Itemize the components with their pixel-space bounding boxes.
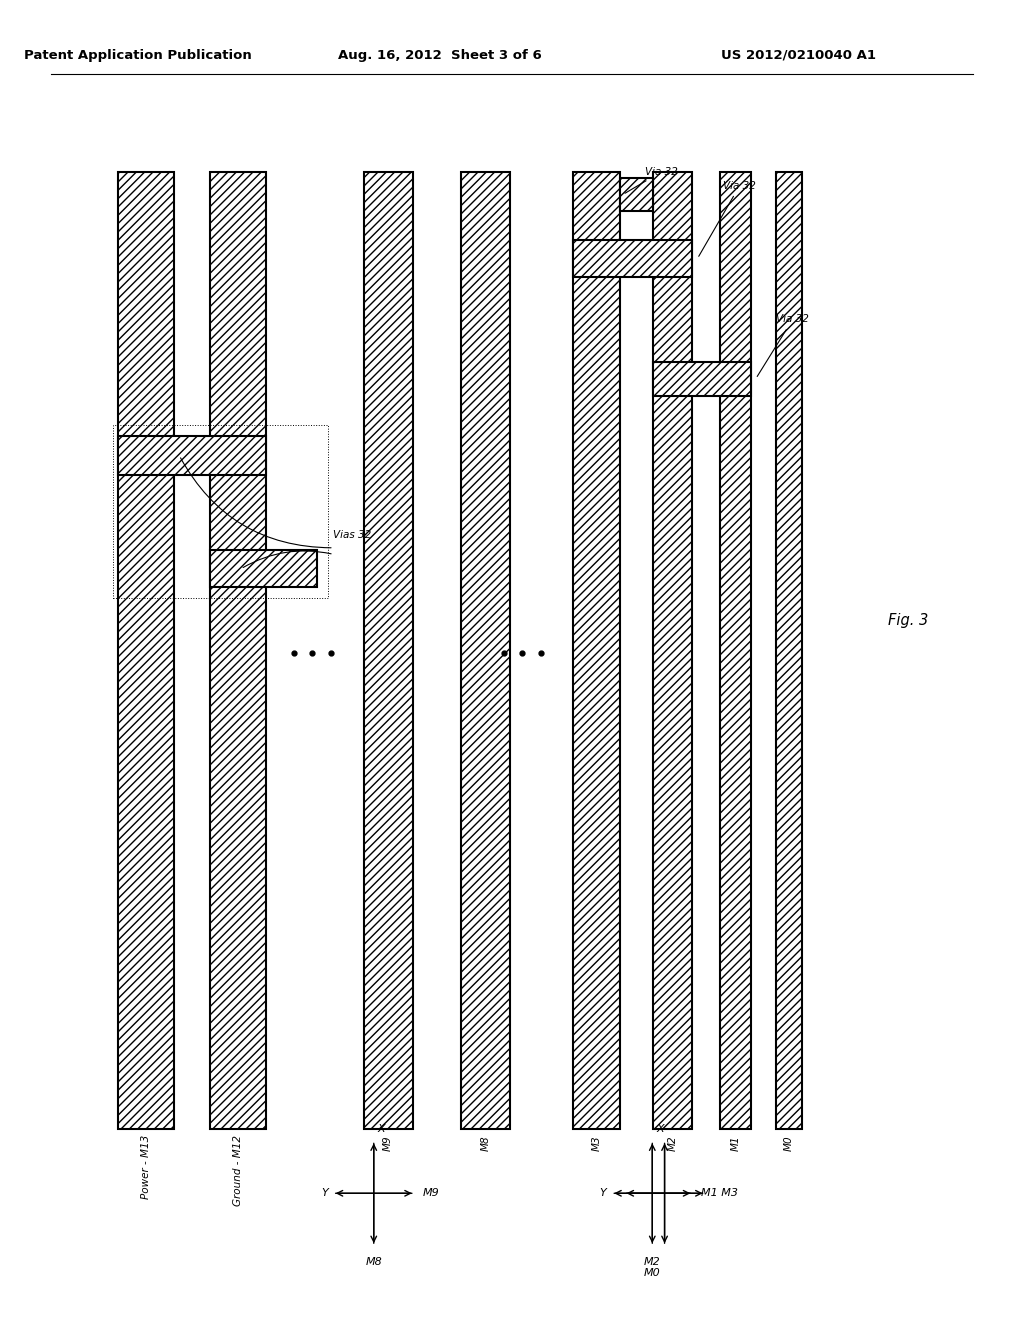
Bar [364,172,413,1129]
Text: M0: M0 [784,1135,794,1151]
Text: M1: M1 [730,1135,740,1151]
Bar [210,550,317,587]
Bar [653,172,692,1129]
Bar [461,172,510,1129]
Text: M2: M2 [668,1135,678,1151]
Text: Fig. 3: Fig. 3 [888,612,929,628]
Text: X: X [656,1123,664,1134]
Text: US 2012/0210040 A1: US 2012/0210040 A1 [721,49,877,62]
Text: Via 32: Via 32 [757,314,809,376]
Bar [113,425,328,598]
Bar [210,172,266,1129]
Bar [573,240,692,277]
Bar [776,172,802,1129]
Text: Ground - M12: Ground - M12 [233,1135,243,1206]
Text: Via 32: Via 32 [698,181,756,256]
Text: M9: M9 [423,1188,439,1199]
Bar [653,362,751,396]
Text: Y: Y [321,1188,328,1199]
Text: Patent Application Publication: Patent Application Publication [25,49,252,62]
Bar [573,172,620,1129]
Text: Power - M13: Power - M13 [141,1135,151,1200]
Text: M8: M8 [480,1135,490,1151]
Text: M1 M3: M1 M3 [701,1188,738,1199]
Bar [118,436,266,475]
Bar [720,172,751,1129]
Text: Y: Y [599,1188,606,1199]
Text: M3: M3 [592,1135,601,1151]
Text: Via 32: Via 32 [625,166,678,193]
Text: M9: M9 [383,1135,393,1151]
Text: X: X [378,1123,385,1134]
Text: Vias 32: Vias 32 [333,529,371,540]
Text: Aug. 16, 2012  Sheet 3 of 6: Aug. 16, 2012 Sheet 3 of 6 [339,49,542,62]
Bar [620,178,653,211]
Text: M2
M0: M2 M0 [644,1257,660,1278]
Bar [118,172,174,1129]
Text: M8: M8 [366,1257,382,1267]
